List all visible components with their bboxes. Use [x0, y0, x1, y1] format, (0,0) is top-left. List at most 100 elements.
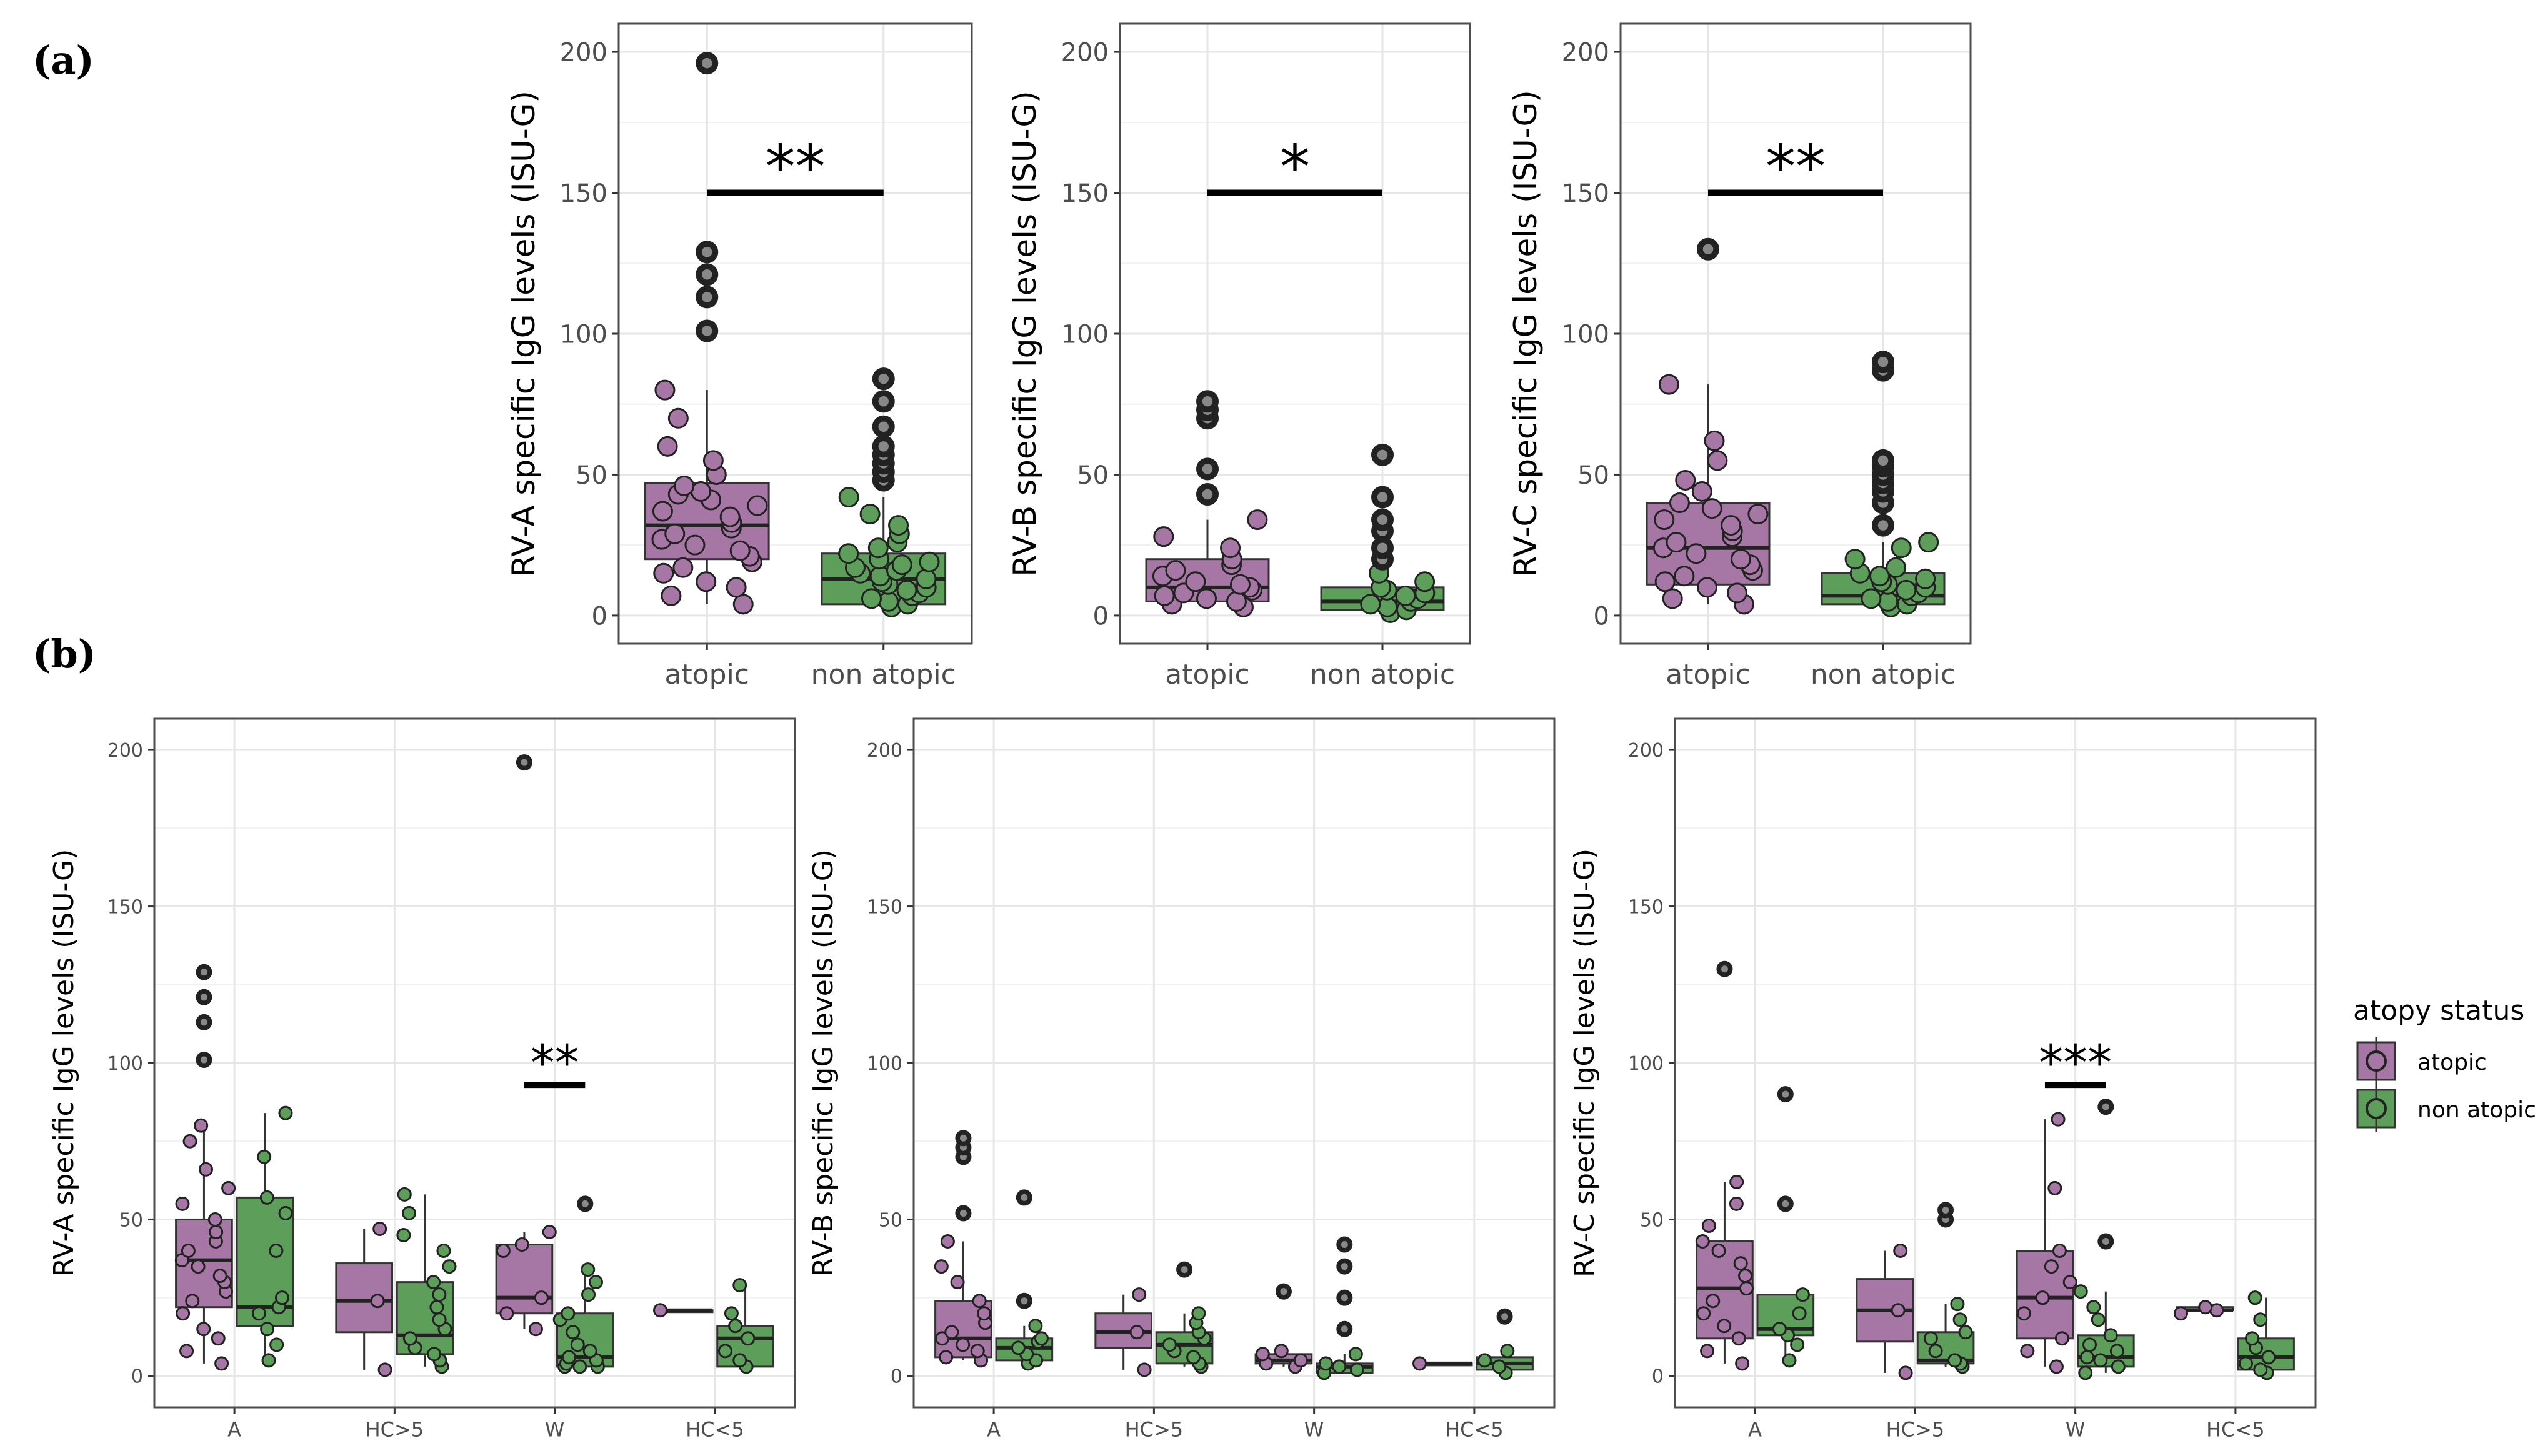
data-point: [570, 1337, 585, 1352]
y-axis-label: RV-A specific IgG levels (ISU-G): [506, 91, 542, 577]
data-point: [657, 436, 678, 457]
box-A-non-atopic: [236, 1105, 294, 1368]
data-point: [274, 1290, 289, 1305]
data-point: [1697, 577, 1718, 598]
data-point: [1191, 1306, 1206, 1321]
plot-frame: [912, 717, 1556, 1409]
data-point: [566, 1325, 581, 1340]
data-point: [1729, 1174, 1744, 1189]
data-point: [207, 1212, 222, 1227]
data-point: [426, 1275, 441, 1290]
data-point: [888, 515, 909, 536]
data-point: [724, 1306, 739, 1321]
outlier-point-core: [1341, 1294, 1348, 1302]
y-tick-label: 200: [1562, 38, 1609, 67]
data-point: [2062, 1275, 2077, 1290]
data-point: [214, 1356, 229, 1371]
outlier-point-core: [2102, 1103, 2109, 1110]
data-point: [728, 1319, 743, 1334]
box-HC>5-non-atopic: [1916, 1202, 1975, 1374]
data-point: [1795, 1287, 1810, 1302]
data-point: [542, 1224, 557, 1239]
data-point: [1255, 1347, 1270, 1362]
data-point: [741, 1331, 756, 1346]
data-point: [1790, 1337, 1805, 1352]
box-W-atopic: [2016, 1112, 2077, 1374]
x-tick-label: atopic: [665, 659, 749, 691]
data-point: [702, 450, 724, 471]
data-point: [2253, 1312, 2268, 1327]
outlier-point-core: [878, 421, 889, 432]
data-point: [1696, 1306, 1711, 1321]
data-point: [1877, 591, 1899, 612]
x-tick-label: atopic: [1666, 659, 1750, 691]
x-tick-label: A: [987, 1417, 1001, 1441]
data-point: [1700, 1344, 1715, 1359]
data-point: [1947, 1353, 1962, 1368]
data-point: [2093, 1353, 2108, 1368]
data-point: [1731, 549, 1752, 570]
data-point: [269, 1337, 284, 1352]
data-point: [572, 1359, 587, 1374]
data-point: [1733, 1256, 1748, 1271]
data-point: [2020, 1344, 2035, 1359]
outlier-point-core: [702, 292, 712, 302]
data-point: [2238, 1356, 2253, 1371]
data-point: [729, 540, 751, 561]
data-point: [1844, 549, 1866, 570]
data-point: [1185, 571, 1206, 592]
y-tick-label: 0: [1652, 1366, 1664, 1388]
box-HC>5-atopic: [1856, 1244, 1914, 1380]
data-point: [1729, 1196, 1744, 1211]
data-point: [1721, 515, 1742, 536]
data-point: [1717, 1319, 1732, 1334]
y-tick-label: 50: [576, 461, 607, 490]
data-point: [1492, 1359, 1507, 1374]
outlier-point-core: [200, 994, 207, 1001]
outlier-point-core: [1877, 455, 1889, 466]
outlier-point-core: [1702, 244, 1714, 254]
data-point: [397, 1187, 412, 1202]
box-HC>5-non-atopic: [1155, 1261, 1214, 1374]
data-point: [652, 501, 673, 522]
data-point: [1129, 1325, 1144, 1340]
data-point: [211, 1331, 226, 1346]
y-tick-label: 100: [560, 320, 607, 349]
data-point: [588, 1275, 603, 1290]
y-tick-label: 0: [891, 1366, 902, 1388]
box-non-atopic: [1320, 443, 1445, 623]
data-point: [1792, 1306, 1807, 1321]
data-point: [402, 1331, 417, 1346]
outlier-point-core: [1782, 1090, 1789, 1098]
data-point: [261, 1353, 276, 1368]
y-axis-label: RV-C specific IgG levels (ISU-G): [1569, 849, 1601, 1277]
data-point: [1918, 532, 1939, 553]
data-point: [1230, 574, 1251, 595]
data-point: [653, 1303, 668, 1318]
data-point: [1915, 568, 1936, 589]
y-tick-label: 150: [867, 896, 902, 918]
data-point: [1348, 1347, 1363, 1362]
data-point: [970, 1344, 985, 1359]
data-point: [1028, 1319, 1043, 1334]
y-tick-label: 0: [1594, 602, 1609, 631]
outlier-point-core: [1877, 520, 1889, 531]
box-W-non-atopic: [1315, 1236, 1374, 1380]
x-tick-label: W: [545, 1417, 565, 1441]
x-tick-label: atopic: [1165, 659, 1249, 691]
plot-frame: [617, 22, 973, 645]
data-point: [867, 537, 889, 559]
data-point: [1735, 1356, 1750, 1371]
data-point: [1891, 1303, 1906, 1318]
significance-stars: **: [531, 1035, 579, 1092]
data-point: [436, 1244, 451, 1259]
data-point: [2051, 1112, 2066, 1127]
data-point: [732, 1278, 747, 1293]
x-tick-label: HC>5: [1886, 1417, 1945, 1441]
data-point: [2054, 1331, 2069, 1346]
outlier-point-core: [1501, 1313, 1509, 1320]
data-point: [1654, 571, 1676, 592]
data-point: [432, 1312, 447, 1327]
box-W-non-atopic: [2073, 1099, 2135, 1380]
chart-b1: 0 50 100 150 200 A HC>5 W HC<5 RV-A specific IgG …: [48, 717, 796, 1441]
